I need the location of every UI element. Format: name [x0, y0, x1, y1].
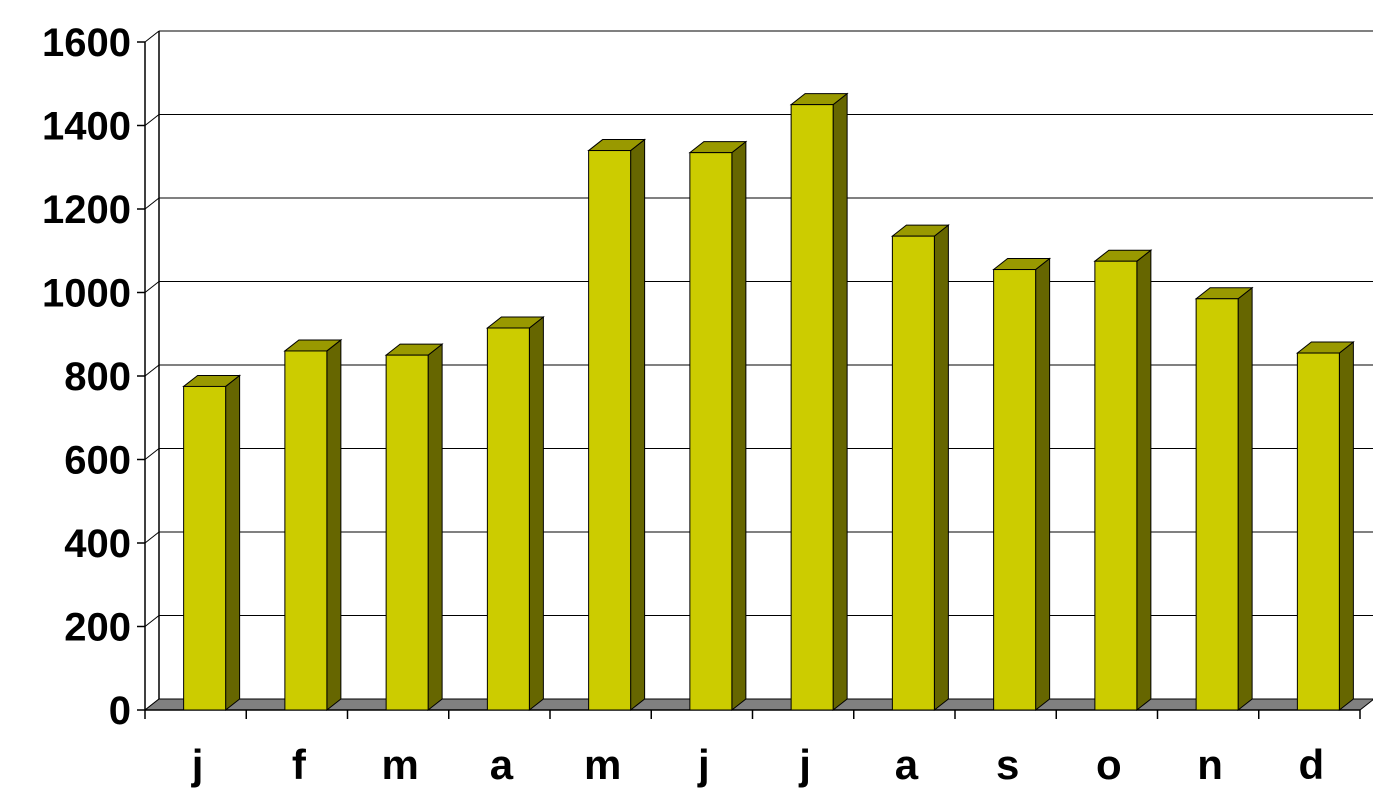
bar-front-face	[1094, 260, 1138, 711]
x-category-label: j	[798, 741, 811, 788]
gridline-connector	[144, 531, 160, 544]
gridline-connector	[144, 197, 160, 210]
bar-front-face	[993, 269, 1037, 711]
bar-side-face	[528, 315, 544, 712]
bar-side-face	[832, 92, 848, 712]
gridline-connector	[144, 30, 160, 43]
bar-side-face	[1237, 286, 1253, 712]
x-category-label: m	[381, 741, 418, 788]
bar-side-face	[427, 343, 443, 712]
bar	[485, 315, 545, 712]
bar	[1194, 286, 1254, 712]
bar	[1295, 341, 1355, 712]
x-category-label: a	[490, 741, 514, 788]
x-category-label: j	[697, 741, 710, 788]
bar-front-face	[284, 350, 328, 711]
y-tick-label: 1400	[42, 105, 131, 149]
bar-side-face	[225, 374, 241, 712]
bar-front-face	[1195, 298, 1239, 711]
x-category-label: a	[895, 741, 919, 788]
bar	[283, 338, 343, 712]
y-tick-label: 1600	[42, 21, 131, 65]
bar-front-face	[486, 327, 530, 711]
bar-front-face	[588, 150, 632, 711]
x-category-label: f	[292, 741, 307, 788]
bar-side-face	[1338, 341, 1354, 712]
bar	[1093, 249, 1153, 712]
labels: 0 200 400 600 800 1000 1200 1400 1600 j f m a m j j a s o n…	[42, 21, 1324, 788]
x-category-label: s	[996, 741, 1019, 788]
y-tick-label: 200	[64, 606, 131, 650]
bar	[890, 224, 950, 712]
bars	[182, 92, 1355, 712]
y-tick-label: 1000	[42, 272, 131, 316]
bar-front-face	[385, 354, 429, 711]
bar-front-face	[891, 235, 935, 711]
y-tick-label: 0	[109, 689, 131, 733]
bar	[688, 140, 748, 712]
x-category-label: d	[1299, 741, 1325, 788]
x-category-label: m	[584, 741, 621, 788]
x-category-label: o	[1096, 741, 1122, 788]
gridline-connector	[144, 281, 160, 293]
y-tick-label: 600	[64, 439, 131, 483]
gridline-connector	[144, 615, 160, 627]
bar-front-face	[1296, 352, 1340, 711]
bar	[789, 92, 849, 712]
y-tick-label: 400	[64, 522, 131, 566]
bar-front-face	[689, 152, 733, 711]
bar	[182, 374, 242, 712]
gridline-connector	[144, 364, 160, 377]
bar-front-face	[183, 385, 227, 711]
bar	[992, 257, 1052, 712]
gridlines	[144, 30, 1373, 711]
y-tick-label: 1200	[42, 188, 131, 232]
bar	[384, 343, 444, 712]
bar-front-face	[790, 104, 834, 711]
bar-side-face	[630, 138, 646, 712]
x-category-label: n	[1197, 741, 1223, 788]
axes	[137, 41, 1361, 719]
gridline-connector	[144, 448, 160, 460]
bar-side-face	[326, 338, 342, 712]
x-category-label: j	[191, 741, 204, 788]
bar-side-face	[1136, 249, 1152, 712]
bar-side-face	[933, 224, 949, 712]
bar-side-face	[731, 140, 747, 712]
y-tick-label: 800	[64, 355, 131, 399]
gridline-connector	[144, 114, 160, 126]
bar-side-face	[1035, 257, 1051, 712]
bar	[587, 138, 647, 712]
